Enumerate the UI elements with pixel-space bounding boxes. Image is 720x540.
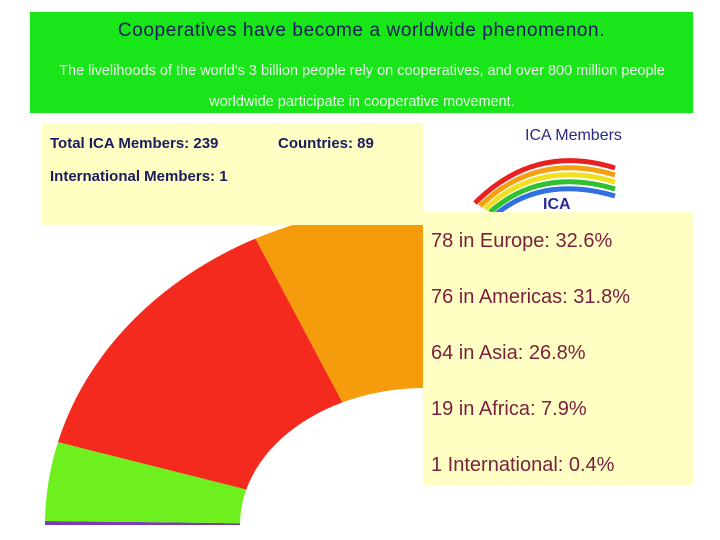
stat: Countries: 89 <box>278 135 374 152</box>
legend-label: 19 in Africa: 7.9% <box>431 398 587 420</box>
logo-caption: ICA Members <box>525 127 622 144</box>
logo: ICA Members ICA <box>425 123 710 212</box>
title: Cooperatives have become a worldwide phe… <box>117 20 606 41</box>
legend-label: 76 in Americas: 31.8% <box>431 286 630 308</box>
slice <box>45 442 247 524</box>
slices <box>45 225 423 525</box>
slice <box>255 225 423 403</box>
legend-label: 1 International: 0.4% <box>431 454 615 476</box>
stats-panel: Total ICA Members: 239 Countries: 89 Int… <box>42 123 423 225</box>
subtitle: The livelihoods of the world's 3 billion… <box>59 63 665 110</box>
stat: International Members: 1 <box>50 168 228 185</box>
slice <box>45 520 241 525</box>
legend-label: 78 in Europe: 32.6% <box>431 230 613 252</box>
slice <box>57 238 343 490</box>
logo-mark: ICA <box>543 196 571 212</box>
chart <box>42 225 423 525</box>
legend: 78 in Europe: 32.6% 76 in Americas: 31.8%… <box>423 212 693 485</box>
legend-label: 64 in Asia: 26.8% <box>431 342 586 364</box>
rainbow <box>473 158 616 212</box>
header: Cooperatives have become a worldwide phe… <box>30 12 693 113</box>
stat: Total ICA Members: 239 <box>50 135 219 152</box>
